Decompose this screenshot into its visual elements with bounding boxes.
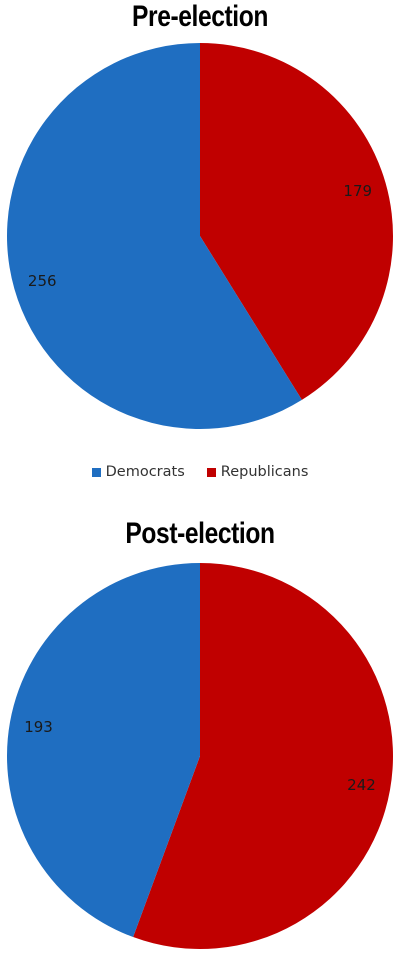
legend-item-republicans: Republicans [206, 464, 309, 480]
data-label-republicans: 242 [347, 776, 376, 794]
post-election-title: Post-election [125, 517, 275, 550]
legend: Democrats Republicans [0, 464, 400, 480]
pie-slice-democrats [6, 43, 302, 430]
data-label-democrats: 256 [28, 272, 57, 290]
pie-slice-democrats [7, 563, 201, 938]
post-election-pie-chart: 242 193 [7, 563, 393, 949]
legend-item-democrats: Democrats [91, 464, 185, 480]
republicans-swatch [206, 467, 216, 477]
legend-label-democrats: Democrats [105, 464, 185, 480]
data-label-republicans: 179 [343, 182, 372, 200]
data-label-democrats: 193 [24, 718, 53, 736]
pre-election-title: Pre-election [132, 0, 268, 33]
legend-label-republicans: Republicans [220, 464, 309, 480]
pre-election-pie-chart: 179 256 [6, 43, 393, 430]
democrats-swatch [91, 467, 101, 477]
pie-slice-republicans [133, 563, 393, 949]
pie-slice-republicans [200, 43, 393, 400]
